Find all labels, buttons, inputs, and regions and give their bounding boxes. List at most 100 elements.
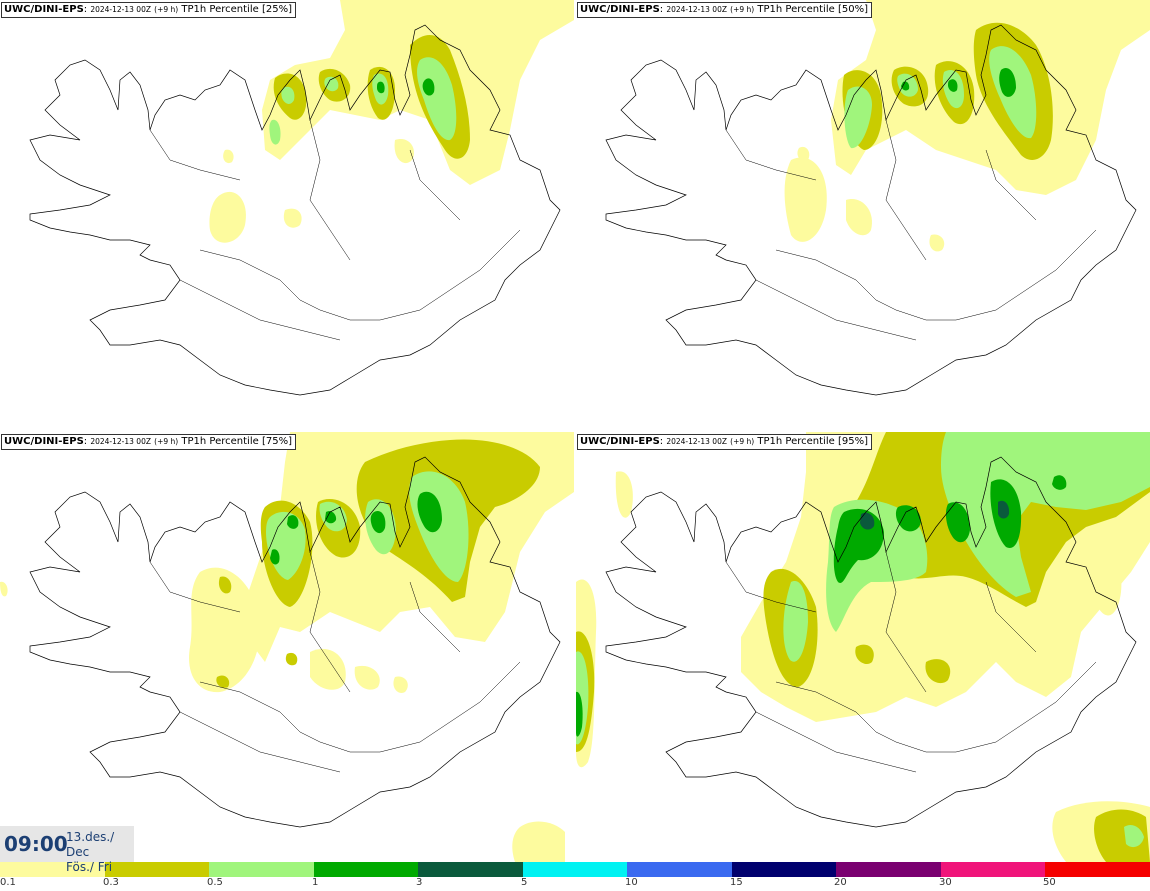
legend-swatch — [418, 862, 523, 877]
precip-area-3 — [998, 500, 1010, 519]
legend-tick-label: 50 — [1043, 877, 1056, 888]
precip-area-1 — [999, 68, 1016, 97]
precip-area-0-3 — [1094, 809, 1150, 862]
precip-area-0-5 — [1124, 825, 1144, 848]
field-name: TP1h Percentile — [757, 436, 835, 447]
precip-field — [0, 432, 574, 862]
precip-area-3 — [860, 512, 875, 530]
legend-swatch — [104, 862, 210, 877]
legend-tick-label: 0.1 — [0, 877, 16, 888]
legend-tick-label: 20 — [834, 877, 847, 888]
map-panel-95: UWC/DINI-EPS: 2024-12-13 00Z (+9 h) TP1h… — [576, 432, 1150, 862]
legend-swatch — [940, 862, 1046, 877]
valid-date-line1: 13.des./ Dec — [66, 830, 115, 859]
legend-swatch — [209, 862, 314, 877]
precip-area-0-5 — [281, 86, 295, 104]
precip-area-0-1 — [209, 191, 246, 243]
valid-time: 09:00 — [4, 832, 68, 856]
model-name: UWC/DINI-EPS — [580, 436, 660, 447]
precip-area-1 — [576, 691, 583, 737]
map-panel-75: UWC/DINI-EPS: 2024-12-13 00Z (+9 h) TP1h… — [0, 432, 574, 862]
iceland-coastline — [29, 24, 561, 396]
precip-area-0-5 — [269, 119, 281, 145]
lead-time: (+9 h) — [154, 437, 179, 446]
legend-tick-label: 30 — [939, 877, 952, 888]
legend-swatch — [627, 862, 732, 877]
precip-field — [784, 0, 1150, 252]
model-name: UWC/DINI-EPS — [580, 4, 660, 15]
precip-area-0-3 — [216, 675, 230, 688]
field-name: TP1h Percentile — [181, 436, 259, 447]
precip-area-0-3 — [925, 659, 951, 684]
valid-date: 13.des./ Dec Fös./ Fri — [66, 830, 134, 875]
map-panel-50: UWC/DINI-EPS: 2024-12-13 00Z (+9 h) TP1h… — [576, 0, 1150, 430]
percentile-label: [50%] — [837, 4, 868, 15]
precip-area-0-5 — [324, 76, 339, 92]
lead-time: (+9 h) — [154, 5, 179, 14]
precip-area-1 — [377, 81, 385, 94]
precip-area-0-1 — [615, 471, 633, 518]
precip-area-0-1 — [512, 821, 565, 862]
precip-field — [209, 0, 574, 243]
precip-area-1 — [948, 79, 958, 92]
iceland-coastline — [29, 456, 561, 828]
precip-area-1 — [901, 81, 910, 91]
legend-swatch — [1045, 862, 1150, 877]
precip-field — [576, 432, 1150, 862]
precip-area-0-1 — [784, 157, 827, 242]
precip-area-0-1 — [310, 648, 346, 690]
panel-title: UWC/DINI-EPS: 2024-12-13 00Z (+9 h) TP1h… — [1, 2, 296, 18]
precip-area-0-5 — [417, 57, 457, 141]
percentile-label: [75%] — [261, 436, 292, 447]
legend-tick-label: 15 — [730, 877, 743, 888]
precip-map — [605, 0, 1150, 396]
precip-area-0-1 — [393, 676, 408, 693]
run-time: 2024-12-13 00Z — [666, 437, 727, 446]
precip-area-0-1 — [1091, 551, 1122, 616]
precip-area-0-1 — [0, 581, 8, 597]
legend-swatch — [522, 862, 628, 877]
percentile-label: [95%] — [837, 436, 868, 447]
legend-swatch — [731, 862, 837, 877]
color-legend-bar — [0, 862, 1150, 877]
precip-area-0-1 — [354, 665, 380, 690]
precip-area-1 — [945, 502, 970, 543]
lead-time: (+9 h) — [730, 5, 755, 14]
precip-area-1 — [287, 515, 299, 529]
precip-map — [29, 0, 574, 396]
run-time: 2024-12-13 00Z — [666, 5, 727, 14]
legend-tick-label: 10 — [625, 877, 638, 888]
legend-tick-label: 3 — [416, 877, 423, 888]
legend-swatch — [0, 862, 105, 877]
field-name: TP1h Percentile — [757, 4, 835, 15]
iceland-coastline — [605, 24, 1137, 396]
iceland-coastline — [605, 456, 1137, 828]
precip-map — [0, 432, 574, 862]
precip-area-0-3 — [285, 652, 298, 666]
map-panel-25: UWC/DINI-EPS: 2024-12-13 00Z (+9 h) TP1h… — [0, 0, 574, 430]
valid-date-line2: Fös./ Fri — [66, 860, 113, 874]
precip-area-0-1 — [394, 139, 415, 164]
precip-area-1 — [270, 549, 280, 565]
panel-title: UWC/DINI-EPS: 2024-12-13 00Z (+9 h) TP1h… — [577, 434, 872, 450]
precip-area-1 — [895, 505, 921, 532]
precip-area-0-5 — [783, 581, 808, 662]
color-legend-labels: 0.1 0.3 0.5 1 3 5 10 15 20 30 50 — [0, 877, 1150, 891]
precip-area-0-3 — [855, 644, 874, 665]
run-time: 2024-12-13 00Z — [90, 437, 151, 446]
precip-area-0-1 — [797, 146, 810, 162]
model-name: UWC/DINI-EPS — [4, 436, 84, 447]
run-time: 2024-12-13 00Z — [90, 5, 151, 14]
legend-swatch — [836, 862, 941, 877]
precip-area-0-1 — [846, 199, 872, 236]
percentile-label: [25%] — [261, 4, 292, 15]
legend-tick-label: 0.3 — [103, 877, 119, 888]
precip-area-0-5 — [941, 432, 1150, 597]
precip-area-0-1 — [929, 234, 945, 252]
panel-title: UWC/DINI-EPS: 2024-12-13 00Z (+9 h) TP1h… — [577, 2, 872, 18]
precip-area-1 — [370, 510, 386, 534]
precip-area-1 — [417, 491, 442, 533]
legend-tick-label: 1 — [312, 877, 319, 888]
model-name: UWC/DINI-EPS — [4, 4, 84, 15]
